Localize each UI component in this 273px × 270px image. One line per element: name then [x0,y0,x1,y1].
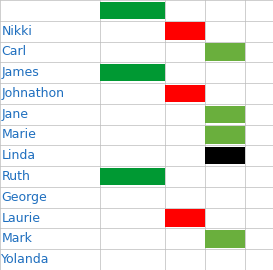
Text: Linda: Linda [1,149,35,162]
Text: Jane: Jane [1,108,28,121]
Text: Yolanda: Yolanda [1,253,50,266]
Text: Johnathon: Johnathon [1,87,64,100]
Text: Mark: Mark [1,232,32,245]
Bar [205,147,245,164]
Bar [100,2,165,19]
Bar [100,64,165,82]
Text: Laurie: Laurie [1,212,40,225]
Text: Marie: Marie [1,129,36,141]
Text: James: James [1,66,39,79]
Bar [165,209,205,227]
Text: Carl: Carl [1,45,26,58]
Bar [100,168,165,185]
Bar [165,85,205,102]
Text: Ruth: Ruth [1,170,30,183]
Bar [205,126,245,144]
Text: Nikki: Nikki [1,25,32,38]
Bar [205,230,245,248]
Text: George: George [1,191,47,204]
Bar [205,43,245,61]
Bar [205,106,245,123]
Bar [165,22,205,40]
